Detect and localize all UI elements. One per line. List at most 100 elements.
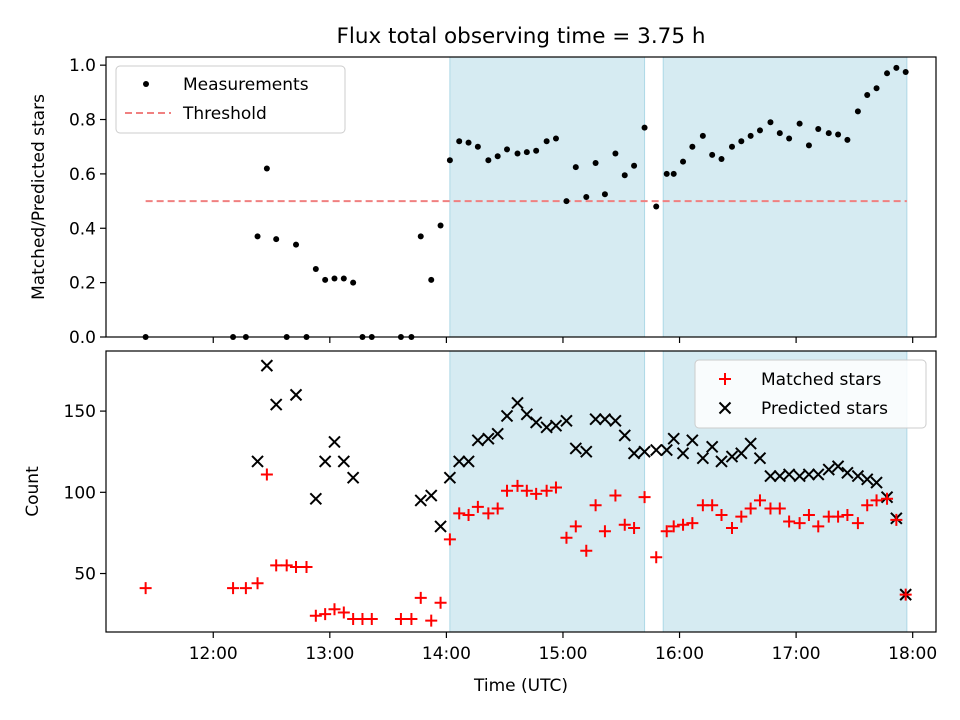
- x-tick-label: 16:00: [655, 644, 704, 664]
- matched-point: [394, 613, 407, 626]
- matched-point: [139, 582, 152, 595]
- predicted-point: [511, 396, 524, 410]
- predicted-point: [782, 468, 796, 481]
- measurement-point: [796, 120, 803, 127]
- x-tick-label: 12:00: [189, 644, 238, 664]
- matched-point: [471, 500, 484, 513]
- y-tick-label: 100: [64, 483, 96, 503]
- matched-point: [744, 502, 757, 515]
- matched-point: [793, 517, 806, 530]
- measurement-point: [263, 165, 270, 172]
- measurement-point: [523, 149, 530, 156]
- legend-threshold-label: Threshold: [182, 104, 267, 124]
- matched-point: [618, 518, 631, 531]
- matched-point: [628, 522, 641, 535]
- y-tick-label: 1.0: [69, 56, 96, 76]
- measurement-point: [456, 138, 463, 145]
- matched-point: [530, 487, 543, 500]
- matched-point: [227, 582, 240, 595]
- predicted-point: [309, 492, 323, 506]
- measurement-point: [428, 276, 435, 283]
- matched-point: [511, 479, 524, 492]
- matched-point: [650, 551, 663, 564]
- predicted-point: [638, 445, 651, 458]
- predicted-point: [753, 451, 767, 465]
- x-tick-label: 14:00: [422, 644, 471, 664]
- predicted-point: [715, 455, 728, 468]
- predicted-point: [569, 442, 582, 455]
- measurement-point: [563, 198, 570, 205]
- matched-point: [434, 596, 447, 609]
- measurement-point: [446, 157, 453, 164]
- matched-point: [482, 507, 495, 520]
- predicted-point: [589, 413, 602, 426]
- predicted-point: [529, 416, 543, 429]
- measurement-point: [747, 132, 754, 139]
- x-tick-label: 15:00: [538, 644, 587, 664]
- measurement-point: [293, 241, 300, 248]
- matched-point: [677, 518, 690, 531]
- measurement-point: [854, 108, 861, 115]
- measurement-point: [884, 70, 891, 77]
- measurement-point: [583, 194, 590, 200]
- shaded-interval-2: [662, 56, 908, 338]
- matched-point: [462, 509, 475, 522]
- measurement-point: [312, 266, 319, 273]
- predicted-point: [851, 469, 865, 483]
- matched-point: [861, 499, 874, 512]
- predicted-point: [705, 440, 719, 454]
- matched-point: [328, 603, 341, 616]
- legend-box: [694, 359, 927, 429]
- legend-predicted-label: Predicted stars: [761, 399, 888, 419]
- predicted-point: [500, 409, 514, 423]
- matched-point: [290, 561, 303, 574]
- matched-point: [638, 491, 651, 504]
- x-tick-label: 13:00: [305, 644, 354, 664]
- predicted-point: [735, 447, 748, 460]
- predicted-point: [318, 455, 332, 468]
- bottom-panel: 50 100 150 12:00 13:00 14:00 15:00 16:00 17:00 18…: [23, 350, 937, 696]
- measurement-point: [805, 142, 812, 149]
- predicted-point: [471, 434, 485, 447]
- matched-point: [319, 608, 332, 621]
- chart-title: Flux total observing time = 3.75 h: [337, 24, 706, 49]
- predicted-point: [346, 471, 360, 484]
- predicted-point: [831, 460, 845, 473]
- predicted-point: [549, 419, 563, 432]
- measurement-point: [680, 158, 687, 165]
- predicted-point: [725, 450, 739, 463]
- legend-predicted-marker: [718, 401, 732, 415]
- top-panel: 0.0 0.2 0.4 0.6 0.8 1.0 Matched/Predicted star…: [29, 56, 937, 348]
- predicted-point: [696, 451, 710, 465]
- matched-point: [251, 577, 264, 590]
- measurement-point: [273, 236, 280, 243]
- predicted-point: [462, 455, 475, 468]
- predicted-point: [443, 471, 457, 484]
- predicted-point: [870, 476, 883, 489]
- y-tick-label: 0.4: [69, 219, 96, 239]
- measurement-point: [709, 151, 716, 158]
- matched-point: [239, 582, 252, 595]
- predicted-point: [676, 447, 690, 460]
- y-tick-label: 0.8: [69, 111, 96, 131]
- measurement-point: [631, 162, 638, 169]
- legend-box: [115, 65, 346, 134]
- matched-point: [715, 509, 728, 522]
- predicted-point: [560, 414, 573, 428]
- predicted-point: [328, 435, 341, 449]
- measurement-point: [902, 68, 909, 75]
- matched-point: [405, 613, 418, 626]
- matched-point: [580, 544, 593, 557]
- matched-point: [753, 494, 766, 507]
- y-tick-label: 0.0: [69, 328, 96, 348]
- matched-point: [365, 613, 378, 626]
- matched-point: [520, 484, 533, 497]
- measurement-point: [485, 157, 492, 164]
- measurement-point: [504, 146, 511, 153]
- measurement-point: [543, 138, 550, 145]
- measurement-point: [417, 233, 424, 240]
- measurement-point: [699, 132, 706, 139]
- measurement-point: [514, 150, 521, 157]
- measurement-point: [670, 170, 677, 177]
